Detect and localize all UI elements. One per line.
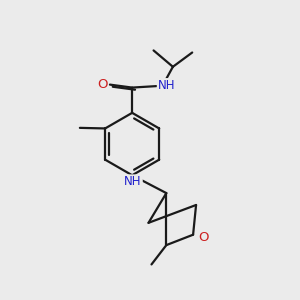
Text: NH: NH <box>158 79 175 92</box>
Text: O: O <box>97 78 107 91</box>
Text: NH: NH <box>124 175 142 188</box>
Text: O: O <box>198 231 209 244</box>
